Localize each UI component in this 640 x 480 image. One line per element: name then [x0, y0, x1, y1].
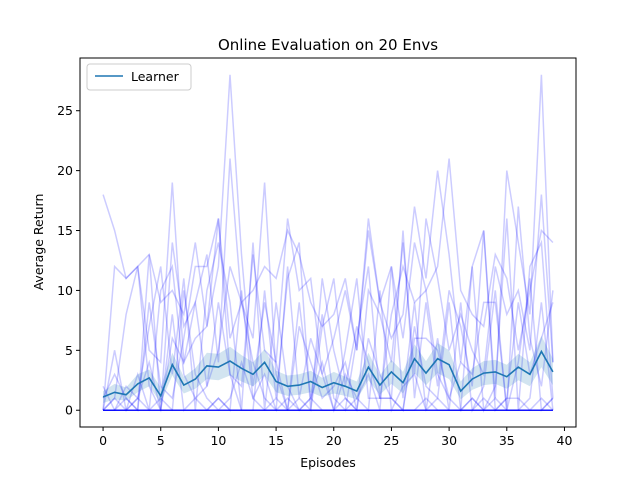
x-tick-label: 0: [99, 433, 107, 448]
y-tick-label: 10: [57, 283, 73, 298]
env-line-2: [102, 74, 554, 411]
env-line-1: [102, 158, 554, 351]
plot-area: [102, 74, 554, 414]
env-line-8: [102, 278, 554, 412]
x-tick-label: 5: [157, 433, 165, 448]
y-tick-label: 20: [57, 163, 73, 178]
env-line-5: [102, 218, 554, 414]
env-line-9: [103, 290, 554, 413]
series-group: [102, 74, 554, 414]
env-line-3: [102, 158, 554, 413]
learner-confidence-band: [103, 335, 553, 403]
legend-box: [86, 63, 192, 91]
y-tick-label: 15: [57, 223, 73, 238]
y-axis-label: Average Return: [31, 194, 46, 291]
x-tick-label: 35: [499, 433, 515, 448]
x-axis: 0 5 10 15 20 25 30 35 40: [99, 427, 572, 448]
legend-learner-label: Learner: [131, 69, 180, 84]
y-tick-label: 25: [57, 103, 73, 118]
learner-line: [102, 349, 554, 398]
env-line-7: [102, 254, 554, 413]
y-tick-label: 5: [65, 343, 73, 358]
x-axis-label: Episodes: [300, 455, 356, 470]
plot-frame: [79, 57, 577, 428]
x-tick-label: 20: [326, 433, 342, 448]
legend: Learner: [86, 63, 192, 91]
x-tick-label: 10: [210, 433, 226, 448]
env-line-6: [103, 230, 554, 412]
env-line-4: [102, 206, 554, 412]
x-tick-label: 40: [557, 433, 573, 448]
x-tick-label: 25: [383, 433, 399, 448]
x-tick-label: 30: [441, 433, 457, 448]
chart-title: Online Evaluation on 20 Envs: [218, 36, 438, 54]
x-tick-label: 15: [268, 433, 284, 448]
y-axis: 0 5 10 15 20 25: [57, 103, 80, 418]
y-tick-label: 0: [65, 403, 73, 418]
env-line-10: [103, 397, 554, 412]
